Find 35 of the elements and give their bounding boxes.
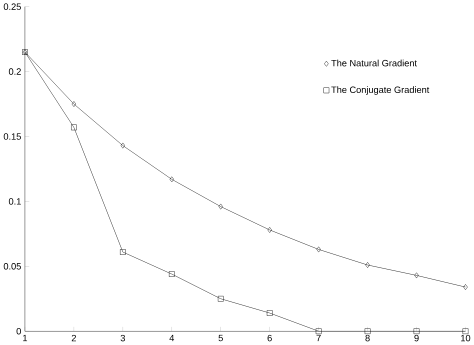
y-tick-label: 0.2 (8, 68, 21, 75)
x-tick-label: 9 (414, 334, 419, 342)
point (462, 328, 468, 334)
point (463, 284, 468, 290)
point (120, 142, 126, 149)
point (414, 328, 420, 334)
point (170, 176, 174, 182)
y-tick-label: 0.15 (4, 133, 21, 140)
point (72, 101, 76, 108)
x-tick-label: 2 (72, 334, 76, 342)
point (316, 246, 321, 252)
point (168, 271, 175, 278)
point (316, 328, 322, 334)
x-tick-label: 1 (23, 334, 28, 342)
x-tick-label: 5 (218, 334, 223, 342)
x-tick-label: 3 (120, 334, 125, 342)
legend-label: The Natural Gradient (331, 60, 417, 67)
y-tick-label: 0.1 (8, 198, 21, 205)
x-tick-label: 6 (268, 334, 272, 342)
point (218, 296, 224, 302)
y-tick-label: 0.25 (4, 4, 21, 10)
x-tick-label: 8 (365, 334, 370, 342)
legend-label: The Conjugate Gradient (331, 86, 430, 95)
y-tick-label: 0.05 (4, 263, 21, 270)
x-tick-label: 10 (461, 334, 470, 342)
point (120, 249, 126, 256)
y-tick-label: 0 (16, 328, 21, 335)
point (365, 262, 370, 268)
point (71, 124, 77, 130)
x-tick-label: 7 (316, 334, 321, 342)
point (364, 328, 370, 334)
x-tick-label: 4 (169, 334, 174, 342)
point (266, 310, 273, 316)
point (414, 272, 419, 278)
point (267, 227, 272, 233)
